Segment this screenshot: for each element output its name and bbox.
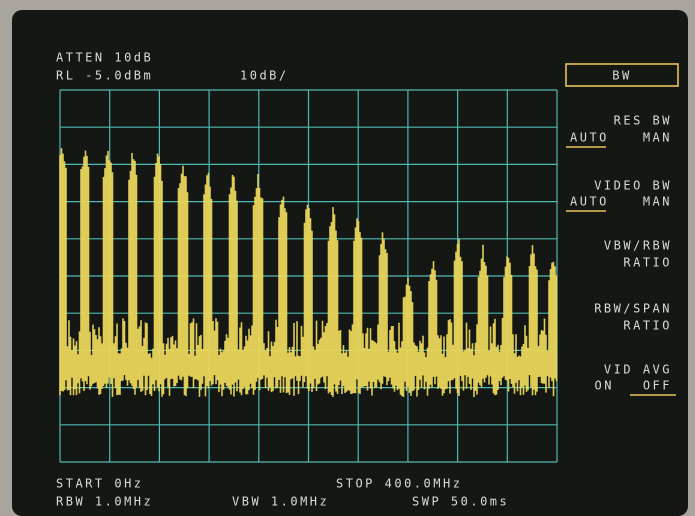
- menu-title: BW: [612, 69, 631, 83]
- softkey-sub: RATIO: [623, 256, 672, 270]
- sweep: SWP 50.0ms: [412, 495, 509, 509]
- softkey-option: MAN: [643, 195, 672, 209]
- stop-freq: STOP 400.0MHz: [336, 477, 462, 491]
- softkey-option: OFF: [643, 379, 672, 393]
- softkey-sub: RATIO: [623, 319, 672, 333]
- softkey-option: ON: [595, 379, 614, 393]
- spectrum-trace: [59, 148, 558, 397]
- atten: ATTEN 10dB: [56, 51, 153, 65]
- vbw: VBW 1.0MHz: [232, 495, 329, 509]
- softkey-label: RBW/SPAN: [594, 302, 672, 316]
- softkey-label: RES BW: [614, 114, 672, 128]
- softkey-label: VID AVG: [604, 363, 672, 377]
- softkey-option: AUTO: [570, 131, 609, 145]
- ref-level: RL -5.0dBm: [56, 69, 153, 83]
- softkey-label: VIDEO BW: [594, 179, 672, 193]
- softkey-option: AUTO: [570, 195, 609, 209]
- start-freq: START 0Hz: [56, 477, 144, 491]
- screen: [12, 10, 688, 516]
- rbw: RBW 1.0MHz: [56, 495, 153, 509]
- softkey-label: VBW/RBW: [604, 239, 672, 253]
- softkey-option: MAN: [643, 131, 672, 145]
- menu-box: [565, 63, 679, 87]
- scale: 10dB/: [240, 69, 289, 83]
- trace-path: [59, 148, 558, 397]
